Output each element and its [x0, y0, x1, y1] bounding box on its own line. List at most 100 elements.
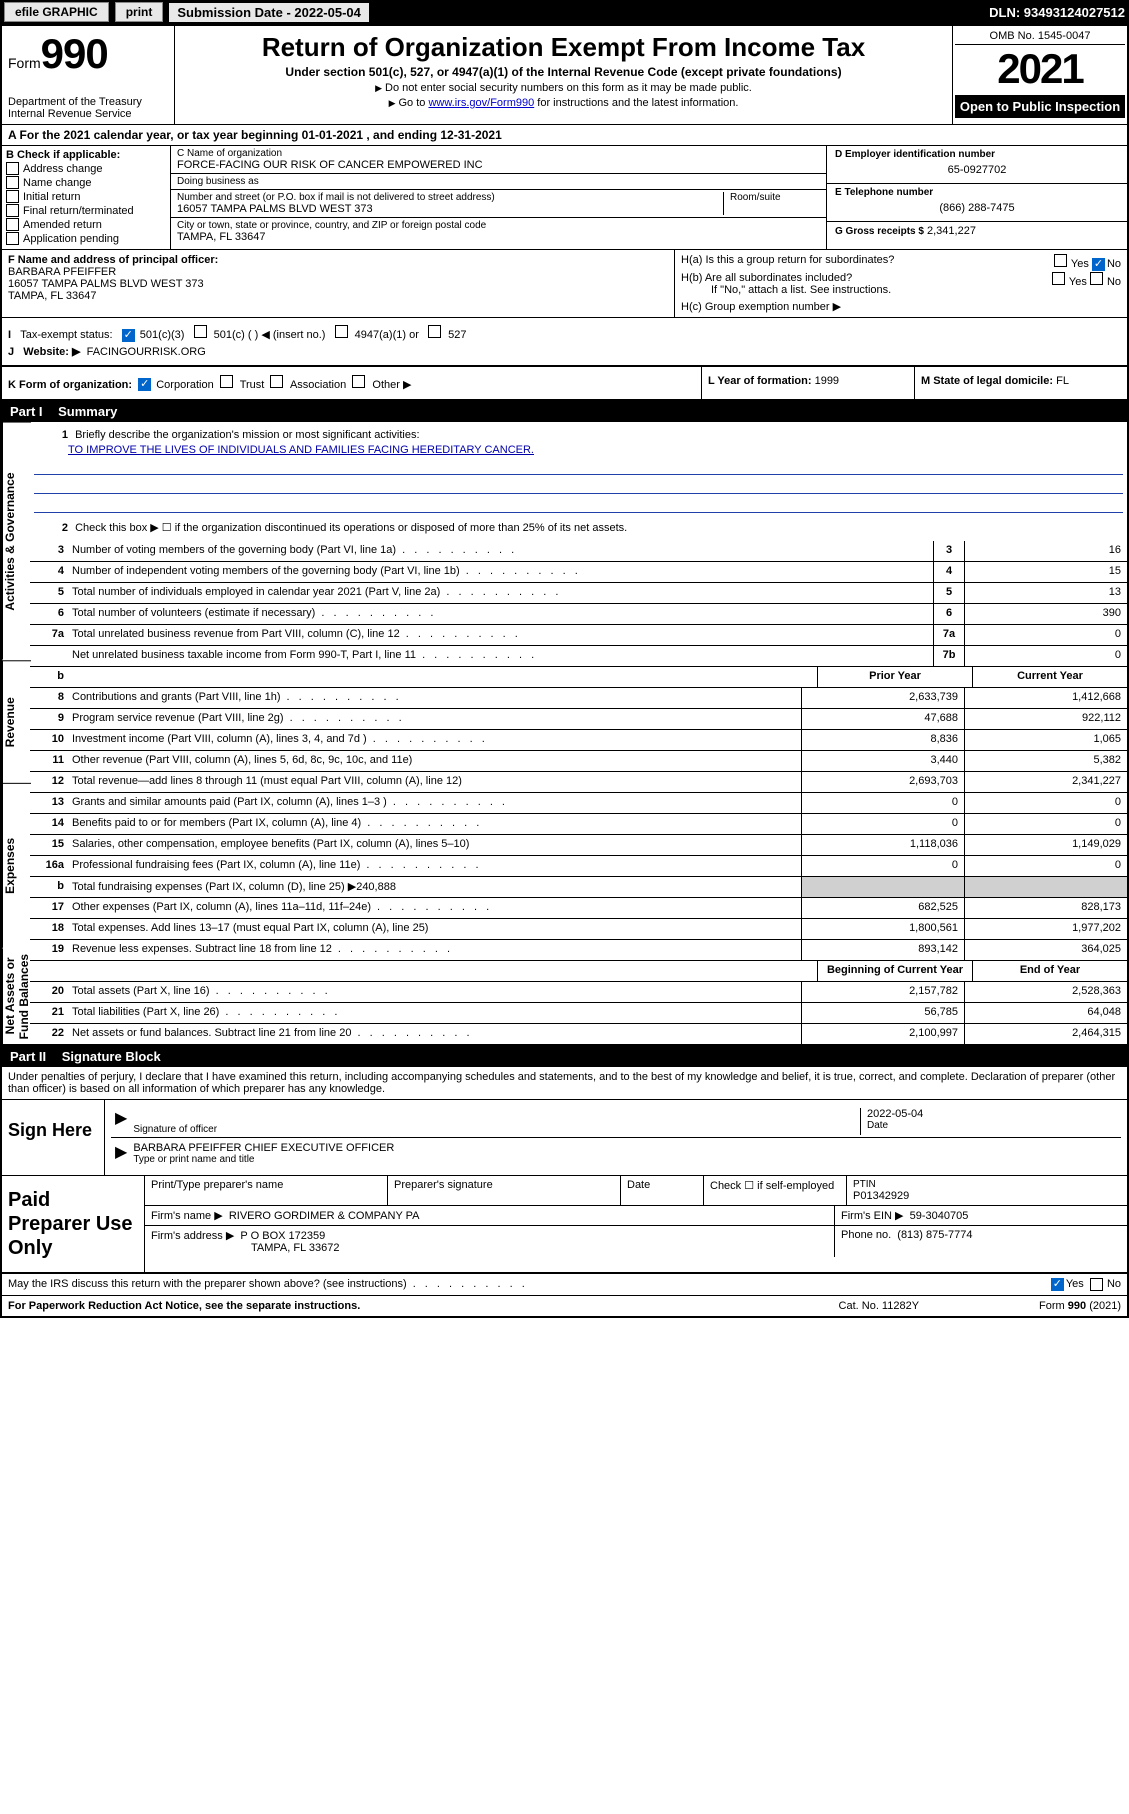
firm-name-label: Firm's name ▶ — [151, 1210, 223, 1222]
tax-status-label: Tax-exempt status: — [20, 329, 112, 341]
ptin-label: PTIN — [853, 1179, 1121, 1190]
goto-post: for instructions and the latest informat… — [534, 97, 738, 109]
sig-name-label: Type or print name and title — [133, 1154, 1117, 1165]
form-word: Form — [8, 55, 41, 71]
ein-label: D Employer identification number — [835, 149, 1119, 160]
addr-value: 16057 TAMPA PALMS BLVD WEST 373 — [177, 203, 723, 215]
chk-amended[interactable] — [6, 218, 19, 231]
vtab-netassets: Net Assets or Fund Balances — [2, 948, 31, 1044]
officer-label: F Name and address of principal officer: — [8, 254, 218, 266]
prep-date-label: Date — [621, 1176, 704, 1205]
phone-value: (866) 288-7475 — [835, 198, 1119, 218]
firm-addr2: TAMPA, FL 33672 — [251, 1242, 828, 1254]
sig-officer-label: Signature of officer — [133, 1124, 860, 1135]
row-a-period: A For the 2021 calendar year, or tax yea… — [2, 125, 1127, 146]
ptin-value: P01342929 — [853, 1190, 1121, 1202]
beg-year-hdr: Beginning of Current Year — [817, 961, 972, 981]
mission-text: TO IMPROVE THE LIVES OF INDIVIDUALS AND … — [68, 444, 534, 456]
vtab-governance: Activities & Governance — [2, 422, 31, 660]
chk-initial-return[interactable] — [6, 190, 19, 203]
omb-number: OMB No. 1545-0047 — [955, 28, 1125, 45]
chk-501c3[interactable]: ✓ — [122, 329, 135, 342]
chk-app-pending[interactable] — [6, 232, 19, 245]
form-subtitle: Under section 501(c), 527, or 4947(a)(1)… — [183, 65, 944, 79]
chk-501c[interactable] — [194, 325, 207, 338]
cat-number: Cat. No. 11282Y — [839, 1300, 920, 1312]
l-label: L Year of formation: — [708, 375, 812, 387]
city-label: City or town, state or province, country… — [177, 220, 820, 231]
dln-label: DLN: 93493124027512 — [989, 5, 1125, 20]
part2-header: Part II Signature Block — [2, 1046, 1127, 1067]
q2-num: 2 — [34, 519, 72, 537]
firm-name: RIVERO GORDIMER & COMPANY PA — [229, 1210, 420, 1222]
ha-yes[interactable] — [1054, 254, 1067, 267]
prep-sig-label: Preparer's signature — [388, 1176, 621, 1205]
perjury-statement: Under penalties of perjury, I declare th… — [2, 1067, 1127, 1100]
form-header: Form990 Department of the Treasury Inter… — [2, 26, 1127, 125]
col-b-checkboxes: B Check if applicable: Address change Na… — [2, 146, 171, 249]
firm-ein: 59-3040705 — [910, 1210, 969, 1222]
website-label: Website: ▶ — [23, 346, 80, 358]
q2-text: Check this box ▶ ☐ if the organization d… — [75, 522, 627, 534]
sig-date-label: Date — [867, 1120, 1117, 1131]
m-value: FL — [1056, 375, 1069, 387]
q3-val: 16 — [964, 541, 1127, 561]
k-label: K Form of organization: — [8, 379, 132, 391]
chk-corp[interactable]: ✓ — [138, 378, 151, 391]
addr-label: Number and street (or P.O. box if mail i… — [177, 192, 723, 203]
firm-phone: (813) 875-7774 — [897, 1229, 972, 1241]
firm-phone-label: Phone no. — [841, 1229, 891, 1241]
hb-yes[interactable] — [1052, 272, 1065, 285]
goto-pre: Go to — [398, 97, 428, 109]
chk-other[interactable] — [352, 375, 365, 388]
sig-name-value: BARBARA PFEIFFER CHIEF EXECUTIVE OFFICER — [133, 1142, 1117, 1154]
officer-addr2: TAMPA, FL 33647 — [8, 290, 668, 302]
chk-4947[interactable] — [335, 325, 348, 338]
sig-arrow2-icon: ▶ — [115, 1142, 127, 1165]
officer-addr1: 16057 TAMPA PALMS BLVD WEST 373 — [8, 278, 668, 290]
curr-year-hdr: Current Year — [972, 667, 1127, 687]
efile-button[interactable]: efile GRAPHIC — [4, 2, 109, 22]
part1-header: Part I Summary — [2, 401, 1127, 422]
chk-address-change[interactable] — [6, 162, 19, 175]
discuss-yes[interactable]: ✓ — [1051, 1278, 1064, 1291]
hb-no[interactable] — [1090, 272, 1103, 285]
org-name: FORCE-FACING OUR RISK OF CANCER EMPOWERE… — [177, 159, 820, 171]
discuss-no[interactable] — [1090, 1278, 1103, 1291]
print-button[interactable]: print — [115, 2, 164, 22]
chk-527[interactable] — [428, 325, 441, 338]
dept-treasury: Department of the Treasury — [8, 96, 168, 108]
irs-link[interactable]: www.irs.gov/Form990 — [428, 97, 534, 109]
q3-text: Number of voting members of the governin… — [68, 541, 933, 561]
chk-final-return[interactable] — [6, 204, 19, 217]
suite-label: Room/suite — [730, 192, 820, 203]
open-public-badge: Open to Public Inspection — [955, 95, 1125, 118]
ein-value: 65-0927702 — [835, 160, 1119, 180]
chk-trust[interactable] — [220, 375, 233, 388]
phone-label: E Telephone number — [835, 187, 1119, 198]
sig-date: 2022-05-04 — [867, 1108, 1117, 1120]
sig-arrow-icon: ▶ — [115, 1108, 127, 1135]
sign-here-label: Sign Here — [2, 1100, 105, 1175]
officer-name: BARBARA PFEIFFER — [8, 266, 668, 278]
q3-box: 3 — [933, 541, 964, 561]
ha-no[interactable]: ✓ — [1092, 258, 1105, 271]
prior-year-hdr: Prior Year — [817, 667, 972, 687]
tax-year: 2021 — [955, 45, 1125, 93]
ha-label: H(a) Is this a group return for subordin… — [681, 254, 894, 266]
top-toolbar: efile GRAPHIC print Submission Date - 20… — [0, 0, 1129, 24]
chk-name-change[interactable] — [6, 176, 19, 189]
q1-num: 1 — [34, 426, 72, 444]
form-footer: Form 990 (2021) — [1039, 1300, 1121, 1312]
dba-label: Doing business as — [177, 176, 820, 187]
city-value: TAMPA, FL 33647 — [177, 231, 820, 243]
hb-label: H(b) Are all subordinates included? — [681, 272, 852, 284]
prep-print-label: Print/Type preparer's name — [145, 1176, 388, 1205]
form-number: 990 — [41, 30, 108, 77]
gross-label: G Gross receipts $ — [835, 226, 924, 237]
q3-num: 3 — [30, 541, 68, 561]
m-label: M State of legal domicile: — [921, 375, 1053, 387]
col-b-label: B Check if applicable: — [6, 149, 166, 161]
chk-assoc[interactable] — [270, 375, 283, 388]
q1-text: Briefly describe the organization's miss… — [75, 429, 419, 441]
